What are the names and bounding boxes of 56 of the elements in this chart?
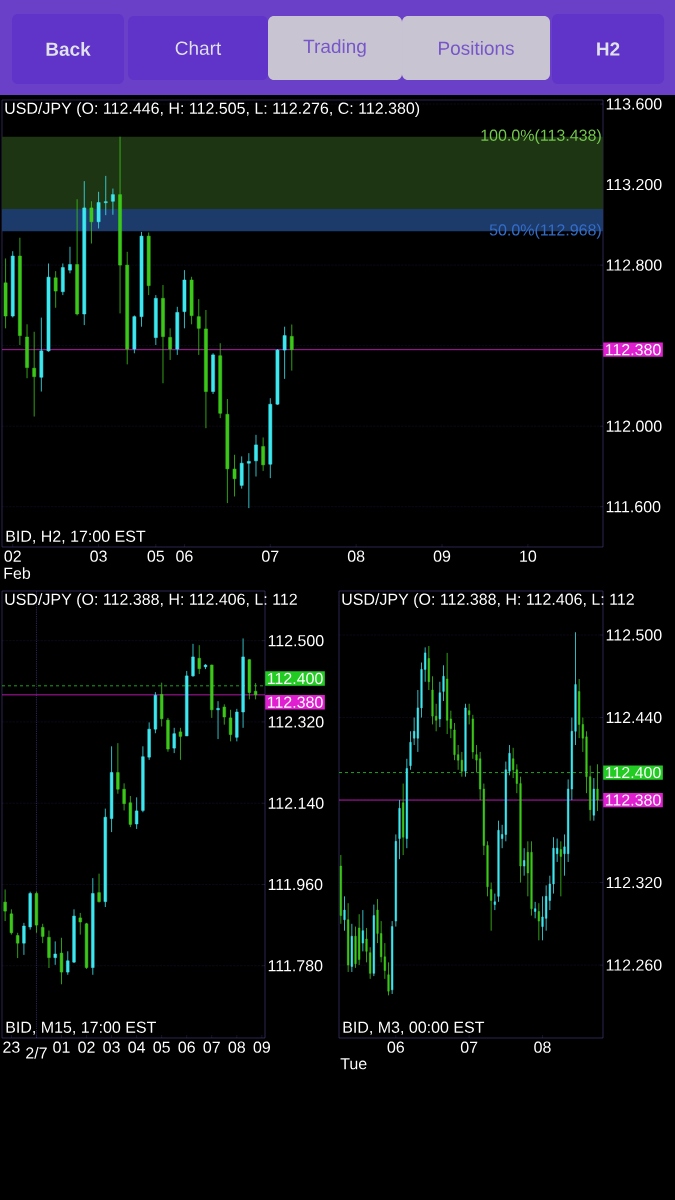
x-tick-label: 05 [147, 550, 165, 562]
y-tick-label: 113.200 [606, 178, 662, 191]
ref-line-label: 112.380 [267, 696, 323, 708]
chart-title: USD/JPY (O: 112.446, H: 112.505, L: 112.276, C: 112.380) [5, 102, 420, 118]
x-tick-label: 07 [262, 550, 279, 562]
y-tick-label: 112.260 [606, 959, 662, 971]
x-tick-label: 03 [90, 550, 107, 562]
x-tick-label: 23 [3, 1041, 20, 1053]
y-tick-label: 111.600 [606, 501, 661, 513]
band-label: 50.0%(112.968) [489, 223, 601, 239]
text: BID, H2, 17:00 EST [6, 530, 146, 544]
ref-line-label: 112.380 [605, 794, 661, 806]
y-tick-label: 112.320 [606, 876, 662, 889]
ref-line-label: 112.380 [605, 344, 661, 356]
y-tick-label: 111.960 [268, 878, 323, 891]
text: Back [46, 42, 91, 56]
text: Positions [439, 41, 514, 55]
y-tick-label: 112.500 [606, 629, 662, 641]
x-tick-label: 02 [4, 550, 21, 562]
x-axis-title: Feb [4, 567, 31, 579]
text: Trading [303, 39, 366, 57]
y-tick-label: 112.800 [606, 259, 662, 271]
x-tick-label: 07 [203, 1041, 220, 1053]
x-tick-label: 07 [460, 1041, 478, 1053]
x-tick-label: 02 [78, 1041, 95, 1053]
x-tick-label: 05 [153, 1041, 170, 1053]
x-tick-label: 04 [128, 1041, 146, 1053]
x-tick-label: 2/7 [26, 1046, 47, 1059]
x-tick-label: 01 [53, 1041, 70, 1053]
x-tick-label: 09 [433, 550, 451, 562]
x-tick-label: 06 [178, 1041, 195, 1053]
text: BID, M15, 17:00 EST [6, 1021, 156, 1035]
y-tick-label: 112.140 [268, 797, 324, 809]
chart-title: USD/JPY (O: 112.388, H: 112.406, L: 112 [5, 593, 297, 609]
ref-line-label: 112.400 [605, 766, 661, 779]
y-tick-label: 111.780 [268, 960, 323, 972]
x-tick-label: 08 [534, 1041, 551, 1053]
text: Chart [175, 41, 222, 55]
y-tick-label: 112.000 [606, 420, 662, 432]
chart-title: USD/JPY (O: 112.388, H: 112.406, L: 112 [342, 593, 634, 609]
y-tick-label: 113.600 [606, 98, 662, 110]
x-tick-label: 09 [253, 1041, 271, 1053]
band-label: 100.0%(113.438) [481, 129, 601, 145]
text: H2 [597, 42, 620, 56]
x-tick-label: 06 [387, 1041, 405, 1053]
ref-line-label: 112.400 [267, 672, 323, 685]
x-tick-label: 08 [228, 1041, 246, 1053]
x-tick-label: 10 [520, 550, 537, 562]
x-tick-label: 08 [347, 550, 365, 562]
x-tick-label: 03 [103, 1041, 120, 1053]
y-tick-label: 112.440 [606, 711, 662, 724]
x-tick-label: 06 [176, 550, 193, 562]
y-tick-label: 112.500 [268, 635, 324, 647]
x-axis-title: Tue [340, 1058, 367, 1070]
text: BID, M3, 00:00 EST [343, 1021, 485, 1035]
y-tick-label: 112.320 [268, 716, 324, 728]
